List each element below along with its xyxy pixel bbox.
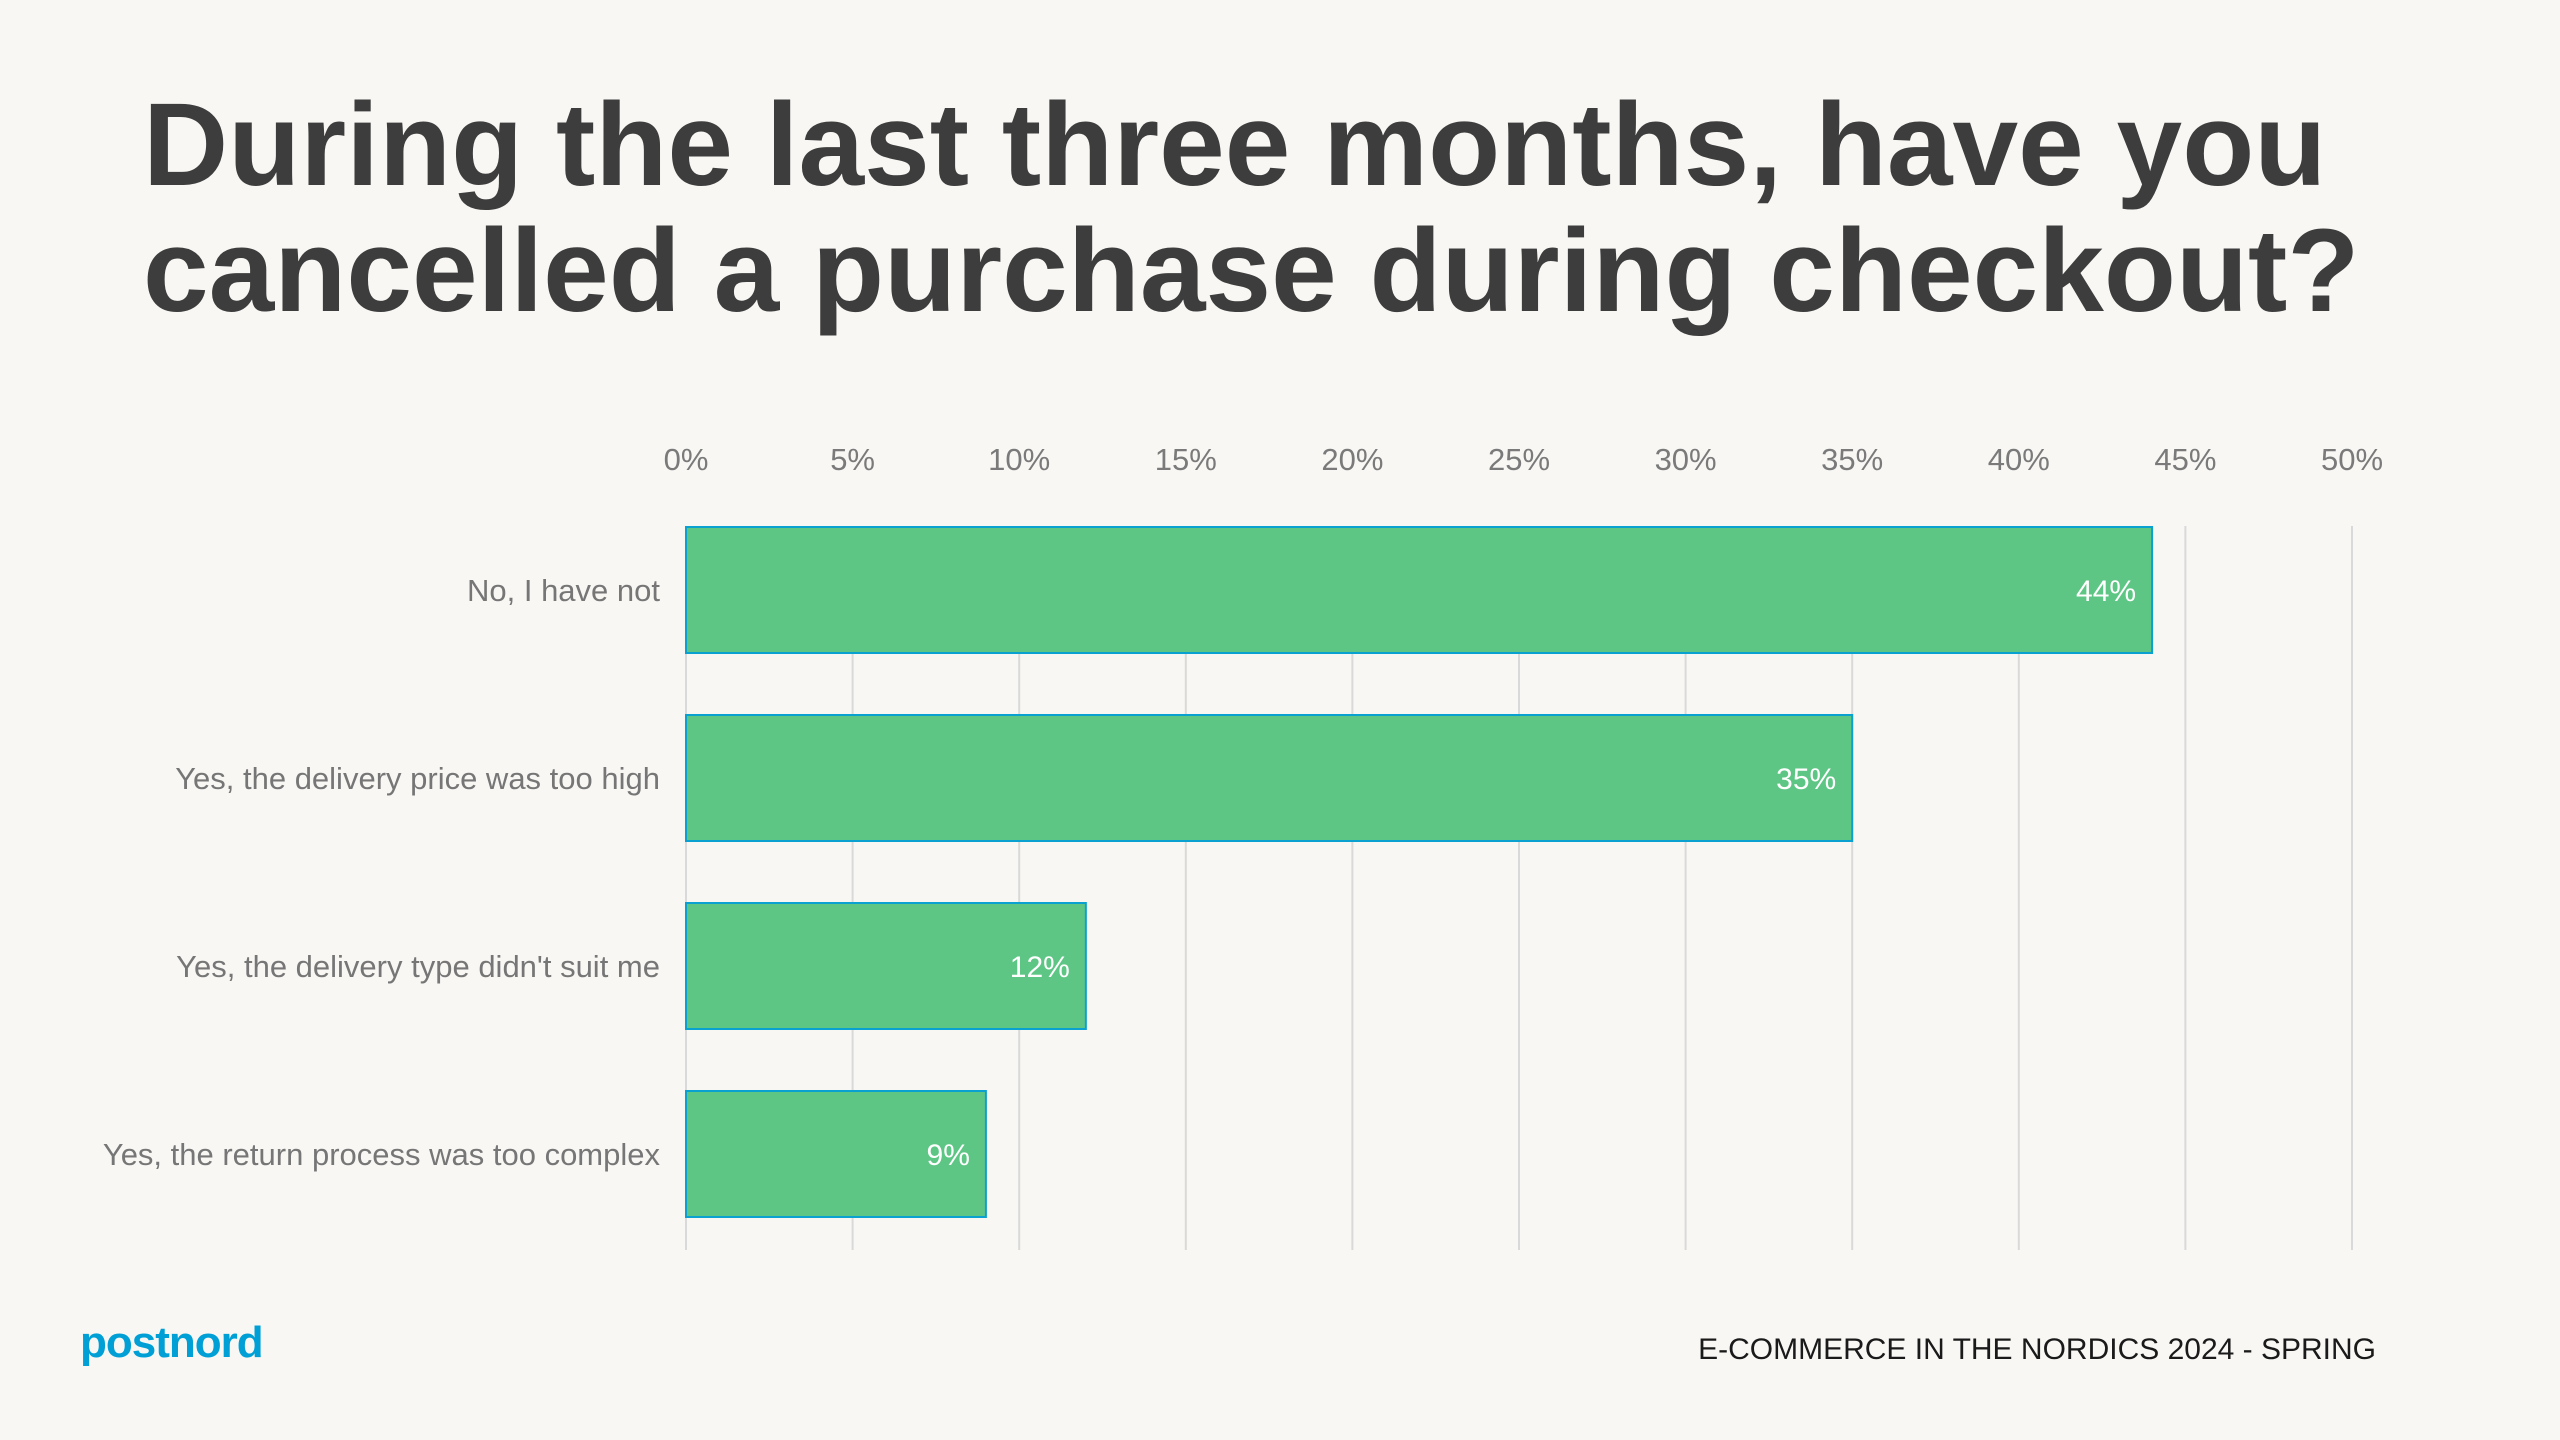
category-label: No, I have not [467, 573, 660, 608]
data-label: 44% [2076, 575, 2136, 608]
postnord-logo: postnord [80, 1318, 264, 1367]
x-tick-label: 20% [1321, 442, 1383, 477]
x-tick-label: 40% [1988, 442, 2050, 477]
x-tick-label: 25% [1488, 442, 1550, 477]
bar [685, 1090, 987, 1218]
x-tick-label: 30% [1655, 442, 1717, 477]
data-label: 9% [927, 1139, 970, 1172]
category-label: Yes, the delivery type didn't suit me [176, 949, 660, 984]
x-tick-label: 50% [2321, 442, 2383, 477]
data-label: 12% [1010, 951, 1070, 984]
bar [685, 714, 1854, 842]
footer-text: E-COMMERCE IN THE NORDICS 2024 - SPRING [1698, 1333, 2376, 1366]
chart-title: During the last three months, have you c… [143, 79, 2360, 337]
x-tick-label: 45% [2154, 442, 2216, 477]
category-label: Yes, the delivery price was too high [175, 761, 660, 796]
x-tick-label: 0% [664, 442, 709, 477]
x-tick-label: 10% [988, 442, 1050, 477]
x-tick-label: 15% [1155, 442, 1217, 477]
data-label: 35% [1776, 763, 1836, 796]
category-label: Yes, the return process was too complex [103, 1137, 661, 1172]
x-tick-label: 35% [1821, 442, 1883, 477]
bar [685, 526, 2154, 654]
bar [685, 902, 1087, 1030]
x-tick-label: 5% [830, 442, 875, 477]
